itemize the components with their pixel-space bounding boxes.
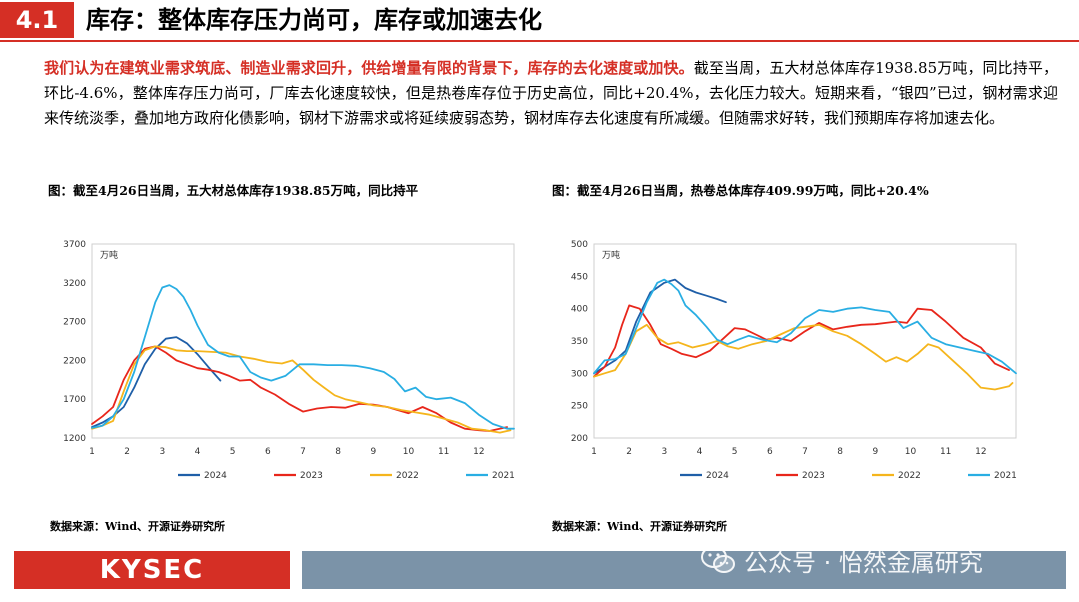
x-tick-label: 3 (159, 447, 165, 457)
legend-label-2024: 2024 (706, 471, 729, 481)
figure-source-left: 数据来源：Wind、开源证券研究所 (50, 520, 226, 533)
series-line-2021 (593, 278, 1017, 375)
y-axis-unit-label: 万吨 (602, 249, 620, 261)
kysec-logo: KYSEC (99, 555, 205, 585)
x-tick-label: 9 (872, 447, 878, 457)
y-tick-label: 500 (571, 240, 588, 250)
plot-frame (593, 243, 1017, 439)
y-tick-label: 1200 (63, 434, 86, 444)
x-tick-label: 1 (591, 447, 597, 457)
y-tick-label: 2700 (63, 318, 86, 328)
x-tick-label: 6 (265, 447, 271, 457)
y-axis-unit-label: 万吨 (100, 249, 118, 261)
summary-paragraph: 我们认为在建筑业需求筑底、制造业需求回升，供给增量有限的背景下，库存的去化速度或… (44, 56, 1058, 131)
header-divider (0, 40, 1079, 42)
wechat-icon (701, 546, 735, 573)
legend-label-2023: 2023 (802, 471, 825, 481)
y-tick-label: 400 (571, 305, 588, 315)
x-tick-label: 1 (89, 447, 95, 457)
x-tick-label: 10 (905, 447, 917, 457)
x-tick-label: 12 (473, 447, 484, 457)
figure-caption-left: 图：截至4月26日当周，五大材总体库存1938.85万吨，同比持平 (48, 183, 419, 198)
x-tick-label: 10 (403, 447, 415, 457)
series-line-2024 (593, 278, 727, 375)
x-tick-label: 11 (940, 447, 951, 457)
y-tick-label: 3200 (63, 279, 86, 289)
y-tick-label: 350 (571, 337, 588, 347)
watermark: 公众号 · 怡然金属研究 (700, 540, 983, 580)
y-tick-label: 3700 (63, 240, 86, 250)
legend-label-2022: 2022 (396, 471, 419, 481)
x-tick-label: 3 (661, 447, 667, 457)
x-tick-label: 2 (124, 447, 130, 457)
legend-label-2022: 2022 (898, 471, 921, 481)
y-tick-label: 1700 (63, 395, 86, 405)
series-line-2022 (91, 345, 512, 434)
series-line-2021 (91, 284, 515, 430)
legend-label-2023: 2023 (300, 471, 323, 481)
x-tick-label: 8 (837, 447, 843, 457)
x-tick-label: 7 (300, 447, 306, 457)
x-tick-label: 12 (975, 447, 986, 457)
x-tick-label: 5 (230, 447, 236, 457)
plot-frame (91, 243, 515, 439)
x-tick-label: 9 (370, 447, 376, 457)
legend-label-2021: 2021 (994, 471, 1017, 481)
x-tick-label: 2 (626, 447, 632, 457)
x-tick-label: 4 (195, 447, 201, 457)
series-line-2022 (593, 323, 1014, 391)
x-tick-label: 7 (802, 447, 808, 457)
y-tick-label: 450 (571, 272, 588, 282)
slide-header: 4.1 库存：整体库存压力尚可，库存或加速去化 (0, 0, 1079, 40)
summary-highlight: 我们认为在建筑业需求筑底、制造业需求回升，供给增量有限的背景下，库存的去化速度或… (44, 59, 694, 77)
y-tick-label: 2200 (63, 356, 86, 366)
footer-bar (302, 551, 1066, 589)
figure-source-right: 数据来源：Wind、开源证券研究所 (552, 520, 728, 533)
figure-caption-right: 图：截至4月26日当周，热卷总体库存409.99万吨，同比+20.4% (552, 183, 929, 198)
legend-label-2024: 2024 (204, 471, 227, 481)
y-tick-label: 200 (571, 434, 588, 444)
x-tick-label: 8 (335, 447, 341, 457)
x-tick-label: 4 (697, 447, 703, 457)
x-tick-label: 11 (438, 447, 449, 457)
footer-logo-bar: KYSEC (14, 551, 290, 589)
x-tick-label: 6 (767, 447, 773, 457)
y-tick-label: 250 (571, 402, 588, 412)
section-number: 4.1 (0, 2, 74, 38)
watermark-text: 公众号 · 怡然金属研究 (744, 548, 983, 577)
y-tick-label: 300 (571, 369, 588, 379)
x-tick-label: 5 (732, 447, 738, 457)
slide-title: 库存：整体库存压力尚可，库存或加速去化 (86, 6, 542, 34)
series-line-2023 (593, 304, 1010, 378)
legend-label-2021: 2021 (492, 471, 515, 481)
summary-body: 截至当周，五大材总体库存1938.85万吨，同比持平，环比-4.6%，整体库存压… (44, 59, 1059, 127)
